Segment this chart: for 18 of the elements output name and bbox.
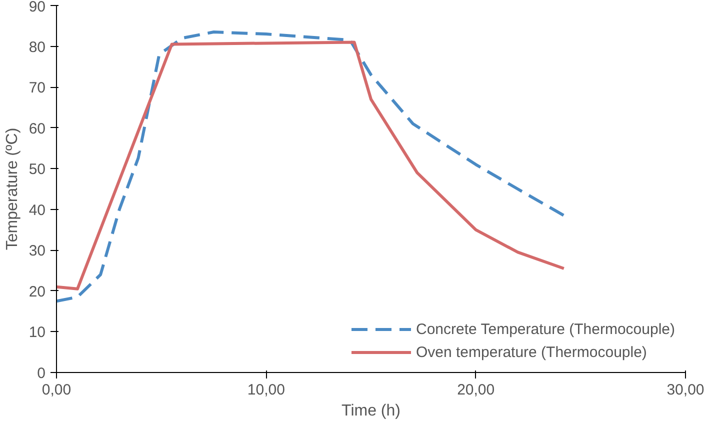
x-axis-title: Time (h)	[342, 402, 400, 420]
y-tick-label: 60	[28, 120, 46, 138]
x-tick-label: 20,00	[457, 382, 495, 398]
y-tick-label: 0	[37, 365, 46, 382]
x-tick-label: 10,00	[247, 382, 285, 398]
y-tick-label: 30	[28, 242, 46, 260]
y-tick-label: 90	[28, 0, 46, 16]
y-tick-label: 40	[28, 202, 46, 219]
y-tick-label: 20	[28, 283, 46, 300]
y-tick-label: 50	[28, 161, 46, 178]
legend-label: Oven temperature (Thermocouple)	[416, 344, 647, 360]
y-tick-label: 80	[28, 38, 46, 56]
x-tick-label: 0,00	[42, 382, 72, 398]
x-tick-label: 30,00	[666, 382, 704, 398]
y-tick-label: 70	[28, 80, 46, 97]
legend-label: Concrete Temperature (Thermocouple)	[416, 320, 675, 338]
y-tick-label: 10	[28, 324, 46, 342]
y-axis-title: Temperature (ºC)	[4, 128, 21, 250]
